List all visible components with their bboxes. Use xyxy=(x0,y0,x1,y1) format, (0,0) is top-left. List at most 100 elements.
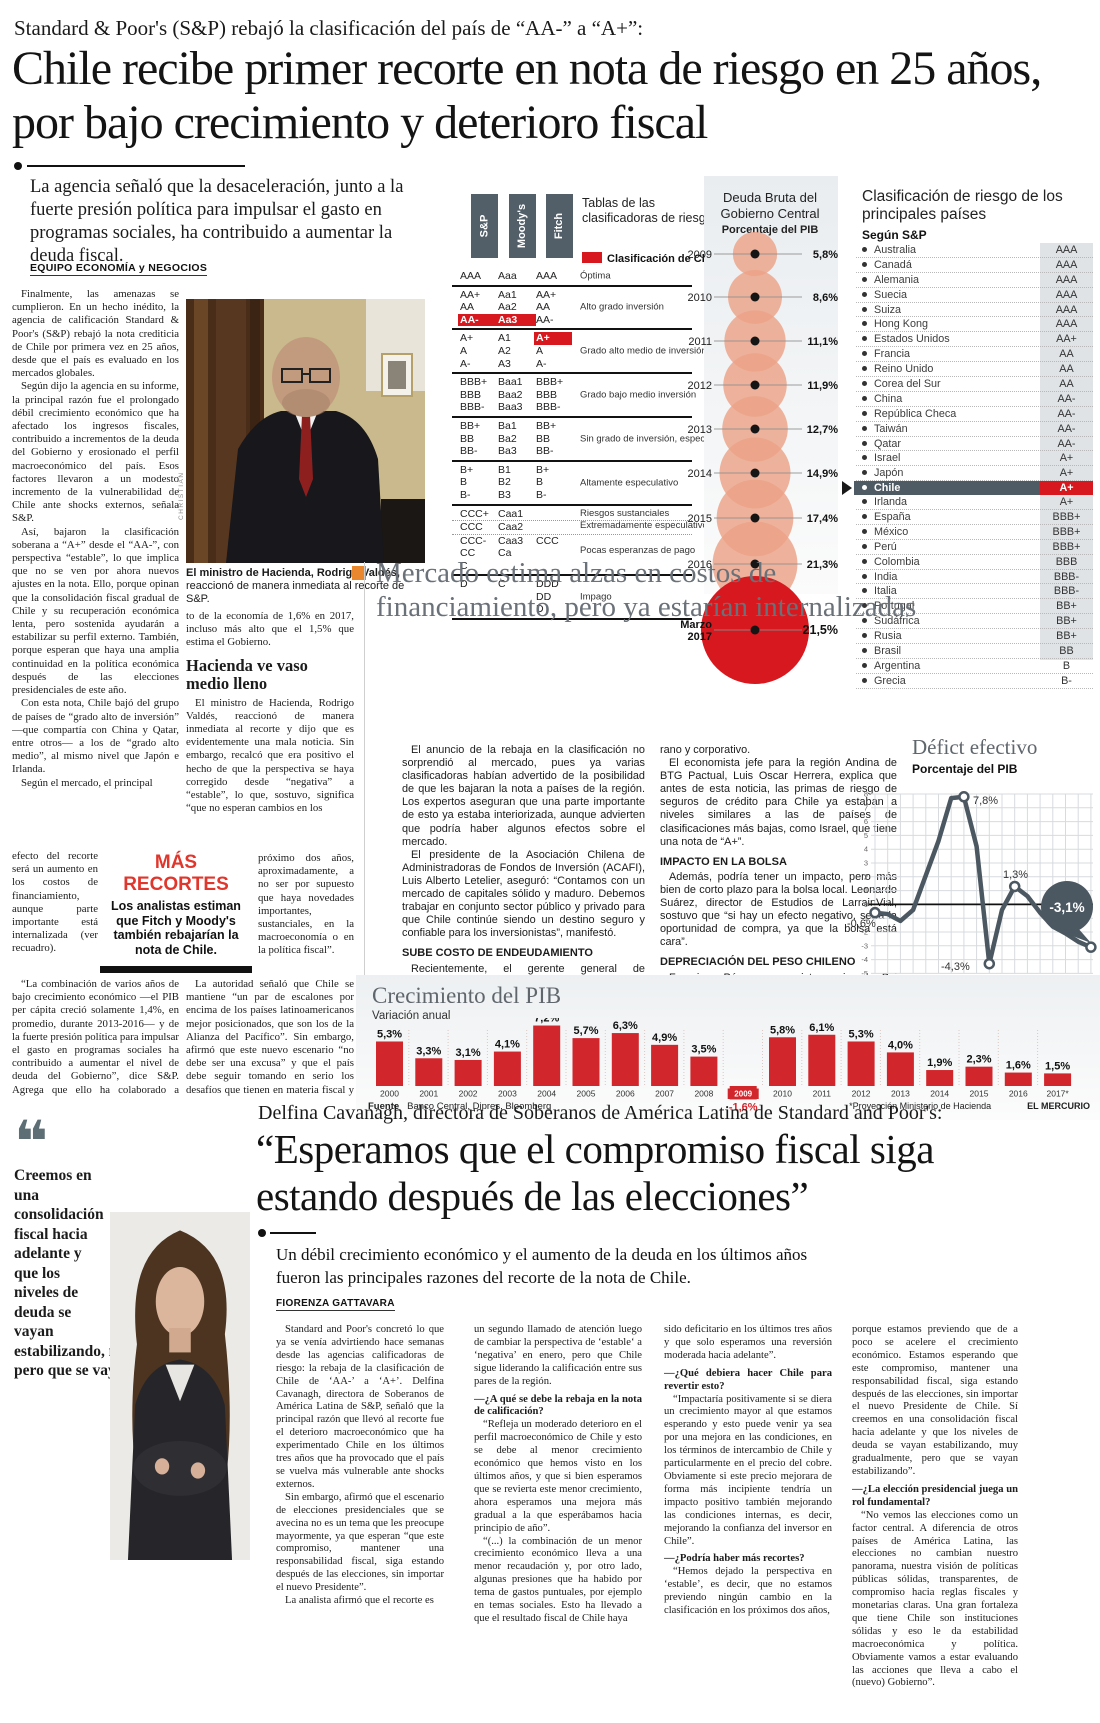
country-row-España: España BBB+ xyxy=(856,510,1093,525)
rating-description: Riesgos sustanciales xyxy=(580,507,670,519)
gdp-chart-title: Crecimiento del PIB xyxy=(372,983,562,1008)
chile-arrow-icon xyxy=(842,481,852,496)
svg-text:3: 3 xyxy=(864,859,868,868)
article-kicker: Standard & Poor's (S&P) rebajó la clasif… xyxy=(14,16,644,40)
rating-cell: Aa1 xyxy=(498,288,517,301)
rating-cell: CCC+ xyxy=(460,507,489,520)
rating-cell: A xyxy=(460,344,468,357)
country-row-Australia: Australia AAA xyxy=(856,243,1093,258)
svg-text:2009: 2009 xyxy=(688,249,712,261)
paragraph: “(...) la combinación de un menor crecim… xyxy=(474,1535,642,1624)
country-rating: BBB- xyxy=(1053,585,1080,598)
rating-row: BBB Baa2 BBB xyxy=(452,389,692,402)
column-divider xyxy=(364,562,365,1078)
svg-text:2000: 2000 xyxy=(380,1089,399,1099)
interviewee-photo xyxy=(110,1212,250,1560)
bullet-icon xyxy=(862,662,867,668)
rating-cell: A+ xyxy=(534,332,572,345)
country-name: Qatar xyxy=(874,437,902,450)
country-row-Chile: Chile A+ xyxy=(842,481,1093,496)
rating-row: AA Aa2 AA xyxy=(452,301,692,314)
bullet-icon xyxy=(862,321,867,327)
paragraph: “Hemos dejado la perspectiva en ‘estable… xyxy=(664,1566,832,1617)
country-row-Francia: Francia AA xyxy=(856,347,1093,363)
country-rating: AAA xyxy=(1055,258,1078,271)
country-row-Japón: Japón A+ xyxy=(856,466,1093,482)
rating-cell: Aa2 xyxy=(498,301,517,314)
paragraph: El ministro de Hacienda, Rodrigo Valdés,… xyxy=(186,696,354,815)
gdp-bar-chart: 5,3% 2000 3,3% 2001 3,1% 2002 4,1% 2003 7,2% 2004… xyxy=(376,1018,1072,1113)
gdp-chart-footer: Fuente Banco Central, Dipres, Bloomberg … xyxy=(368,1101,1090,1112)
rating-description: Sin grado de inversión, especulativo xyxy=(580,433,733,445)
bullet-icon xyxy=(862,351,867,357)
rating-cell: B xyxy=(460,476,468,489)
rating-group: AAA Aaa AAA Óptima xyxy=(452,268,692,287)
paragraph: La analista afirmó que el recorte es xyxy=(285,1595,434,1607)
country-rating: BBB- xyxy=(1053,570,1080,583)
rating-description: Impago xyxy=(580,591,612,603)
rating-cell: Baa1 xyxy=(498,376,523,389)
country-name: Hong Kong xyxy=(874,318,929,331)
rating-cell: A1 xyxy=(498,332,511,345)
country-ratings-title: Clasificación de riesgo de los principal… xyxy=(862,188,1063,223)
paragraph: SUBE COSTO DE ENDEUDAMIENTO xyxy=(402,947,593,960)
country-row-Rusia: Rusia BB+ xyxy=(856,629,1093,645)
svg-text:11,1%: 11,1% xyxy=(807,336,838,348)
svg-text:-3,1%: -3,1% xyxy=(1049,900,1084,915)
rule-dot xyxy=(14,162,22,170)
country-ratings-panel: Clasificación de riesgo de los principal… xyxy=(842,186,1098,689)
article-column-1a: Finalmente, las amenazas se cumplieron. … xyxy=(12,288,179,848)
rating-cell: BBB+ xyxy=(536,376,564,389)
svg-text:2015: 2015 xyxy=(688,513,712,525)
paragraph: Con esta nota, Chile bajó del grupo de p… xyxy=(12,697,179,776)
svg-text:2012: 2012 xyxy=(688,380,712,392)
svg-text:2016: 2016 xyxy=(1009,1089,1028,1099)
country-rating: AA- xyxy=(1057,422,1076,435)
country-row-México: México BBB+ xyxy=(856,525,1093,540)
country-ratings-band xyxy=(1040,243,1093,660)
rating-row: BBB- Baa3 BBB- xyxy=(452,401,692,414)
rating-cell: CC xyxy=(460,547,476,560)
country-row-China: China AA- xyxy=(856,392,1093,407)
paragraph: Según dijo la agencia en su informe, la … xyxy=(12,380,179,525)
country-name: Australia xyxy=(874,244,917,256)
country-row-Canadá: Canadá AAA xyxy=(856,258,1093,273)
rating-row: BBB+ Baa1 BBB+ xyxy=(452,376,692,389)
country-rating: A+ xyxy=(1040,481,1093,496)
country-row-Grecia: Grecia B- xyxy=(856,674,1093,689)
country-name: Canadá xyxy=(874,258,912,271)
rating-cell: BBB- xyxy=(460,401,485,414)
bullet-icon xyxy=(862,677,867,683)
paragraph: Hacienda ve vaso medio lleno xyxy=(186,655,308,693)
country-rating: AAA xyxy=(1055,244,1078,256)
rating-cell: BBB- xyxy=(536,401,561,414)
paragraph: El anuncio de la rebaja en la clasificac… xyxy=(402,744,645,848)
rating-cell: A2 xyxy=(498,344,511,357)
debt-chart-subtitle: Porcentaje del PIB xyxy=(721,224,819,236)
rating-cell: A3 xyxy=(498,357,511,370)
sub-article-headline: Mercado estima alzas en costos de financ… xyxy=(376,557,917,623)
svg-text:2004: 2004 xyxy=(537,1089,556,1099)
country-rating: A+ xyxy=(1059,467,1074,480)
rating-cell: BB xyxy=(536,432,551,445)
article-column-2a: to de la economía de 1,6% en 2017, inclu… xyxy=(186,610,354,850)
paragraph: Así, bajaron la clasificación soberana a… xyxy=(12,525,179,697)
rating-cell: Ba3 xyxy=(498,445,517,458)
svg-text:1,3%: 1,3% xyxy=(1003,869,1028,881)
paragraph: “No vemos las elecciones como un factor … xyxy=(852,1509,1018,1689)
rating-description: Grado bajo medio inversión xyxy=(580,389,697,401)
country-name: Estados Unidos xyxy=(874,333,950,346)
rating-cell: A- xyxy=(536,357,547,370)
country-name: India xyxy=(874,570,898,583)
bullet-icon xyxy=(862,558,867,564)
rating-cell: Baa2 xyxy=(498,388,523,401)
svg-text:4,9%: 4,9% xyxy=(652,1032,677,1044)
country-rating: AA xyxy=(1059,378,1074,391)
ratings-table-title: Tablas de las clasificadoras de riesgo xyxy=(582,196,713,225)
debt-chart-title: Deuda Bruta del Gobierno Central xyxy=(720,190,820,221)
article-column-2b: próximo dos años, aproximadamente, a no … xyxy=(258,852,354,976)
bullet-icon xyxy=(862,455,867,461)
rating-cell: Ba1 xyxy=(498,419,517,432)
rating-cell: A xyxy=(536,344,544,357)
article-column-1c: “La combinación de varios años de bajo c… xyxy=(12,978,179,1096)
